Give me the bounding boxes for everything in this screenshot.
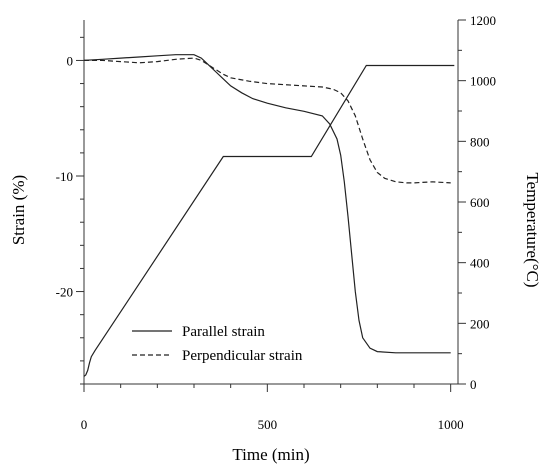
y-right-tick-label: 200 <box>470 316 490 331</box>
legend-label: Perpendicular strain <box>182 348 303 364</box>
y-axis-left-title: Strain (%) <box>9 175 28 245</box>
y-right-tick-label: 0 <box>470 377 477 392</box>
y-left-tick-label: 0 <box>67 53 74 68</box>
y-axis-right-title: Temperature(°C) <box>523 172 542 287</box>
y-right-tick-label: 800 <box>470 134 490 149</box>
y-left-tick-label: -10 <box>56 169 73 184</box>
parallel-strain-line <box>83 54 451 354</box>
y-right-tick-label: 1000 <box>470 74 496 89</box>
axes: 0 500 1000 -20 -10 0 0 200 400 600 800 1000 1200 <box>56 13 496 432</box>
y-right-tick-label: 400 <box>470 256 490 271</box>
y-right-tick-label: 1200 <box>470 13 496 28</box>
x-axis-title: Time (min) <box>232 445 309 464</box>
y-right-tick-label: 600 <box>470 195 490 210</box>
plot-area <box>83 54 455 377</box>
perpendicular-strain-line <box>84 57 451 184</box>
x-tick-label: 1000 <box>438 417 464 432</box>
x-tick-label: 0 <box>81 417 88 432</box>
temperature-line <box>83 64 455 377</box>
x-tick-label: 500 <box>258 417 278 432</box>
legend-label: Parallel strain <box>182 324 265 340</box>
y-left-tick-label: -20 <box>56 285 73 300</box>
legend: Parallel strain Perpendicular strain <box>132 324 303 364</box>
